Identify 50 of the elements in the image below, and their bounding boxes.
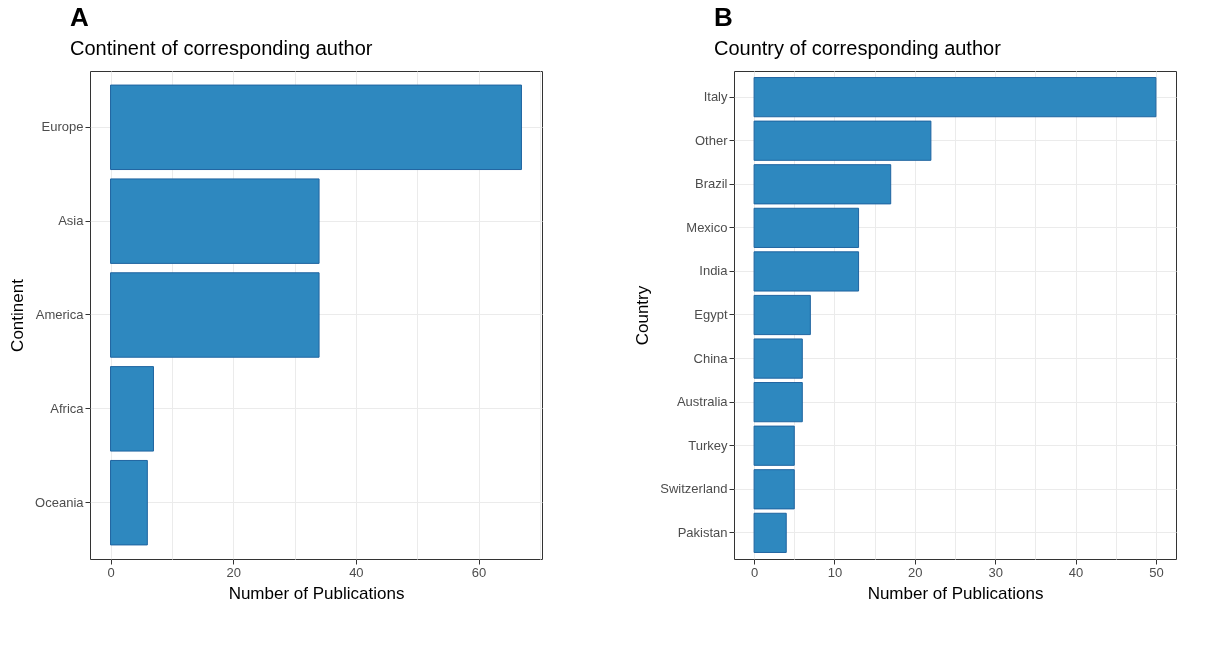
- y-tick-label: Egypt: [694, 307, 728, 322]
- y-tick-label: Oceania: [35, 494, 85, 510]
- bar: [110, 84, 522, 171]
- y-tick-label: Australia: [676, 394, 729, 410]
- y-tick-label: India: [699, 263, 729, 279]
- y-tick-label: Pakistan: [677, 524, 728, 540]
- text: B: [714, 2, 733, 32]
- y-tick-label: Other: [694, 132, 729, 148]
- y-axis-title: Country: [633, 285, 653, 346]
- bar: [110, 366, 154, 452]
- bar: [753, 512, 787, 553]
- bar: [753, 77, 1157, 118]
- y-tick-label: Asia: [58, 213, 85, 229]
- x-tick-label: 20: [226, 564, 241, 580]
- y-tick-label: Mexico: [686, 219, 728, 235]
- y-axis-title: Continent: [8, 278, 28, 352]
- bar: [753, 120, 932, 161]
- bar: [753, 251, 860, 292]
- x-tick-label: 40: [1068, 564, 1084, 580]
- x-tick-label: 0: [107, 564, 115, 580]
- y-tick-label: Brazil: [694, 176, 728, 192]
- bar: [753, 469, 795, 510]
- text: A: [70, 2, 89, 32]
- x-tick-label: 40: [349, 564, 364, 580]
- bar: [753, 338, 803, 379]
- y-tick-label: America: [35, 307, 85, 322]
- x-tick-label: 0: [750, 564, 759, 580]
- y-tick-label: Africa: [50, 400, 85, 416]
- x-tick-label: 20: [908, 564, 923, 580]
- x-tick-label: 10: [827, 564, 843, 580]
- x-tick-label: 30: [988, 564, 1003, 580]
- x-tick-label: 60: [471, 564, 487, 580]
- y-tick-label: Switzerland: [660, 481, 728, 497]
- x-axis-title: Number of Publications: [867, 583, 1044, 603]
- bar: [753, 382, 803, 423]
- y-tick-label: Turkey: [688, 437, 728, 453]
- bar: [753, 294, 811, 336]
- x-axis-title: Number of Publications: [228, 583, 405, 603]
- bar: [753, 425, 795, 466]
- y-tick-label: Europe: [41, 119, 84, 135]
- bar: [110, 178, 320, 264]
- bar: [753, 164, 892, 205]
- bar: [110, 459, 148, 546]
- bar: [110, 272, 320, 358]
- chart-title: Country of corresponding author: [714, 37, 1002, 59]
- y-tick-label: Italy: [703, 89, 728, 105]
- chart-title: Continent of corresponding author: [70, 37, 373, 59]
- y-tick-label: China: [693, 350, 729, 366]
- bar: [753, 207, 860, 248]
- x-tick-label: 50: [1149, 564, 1164, 580]
